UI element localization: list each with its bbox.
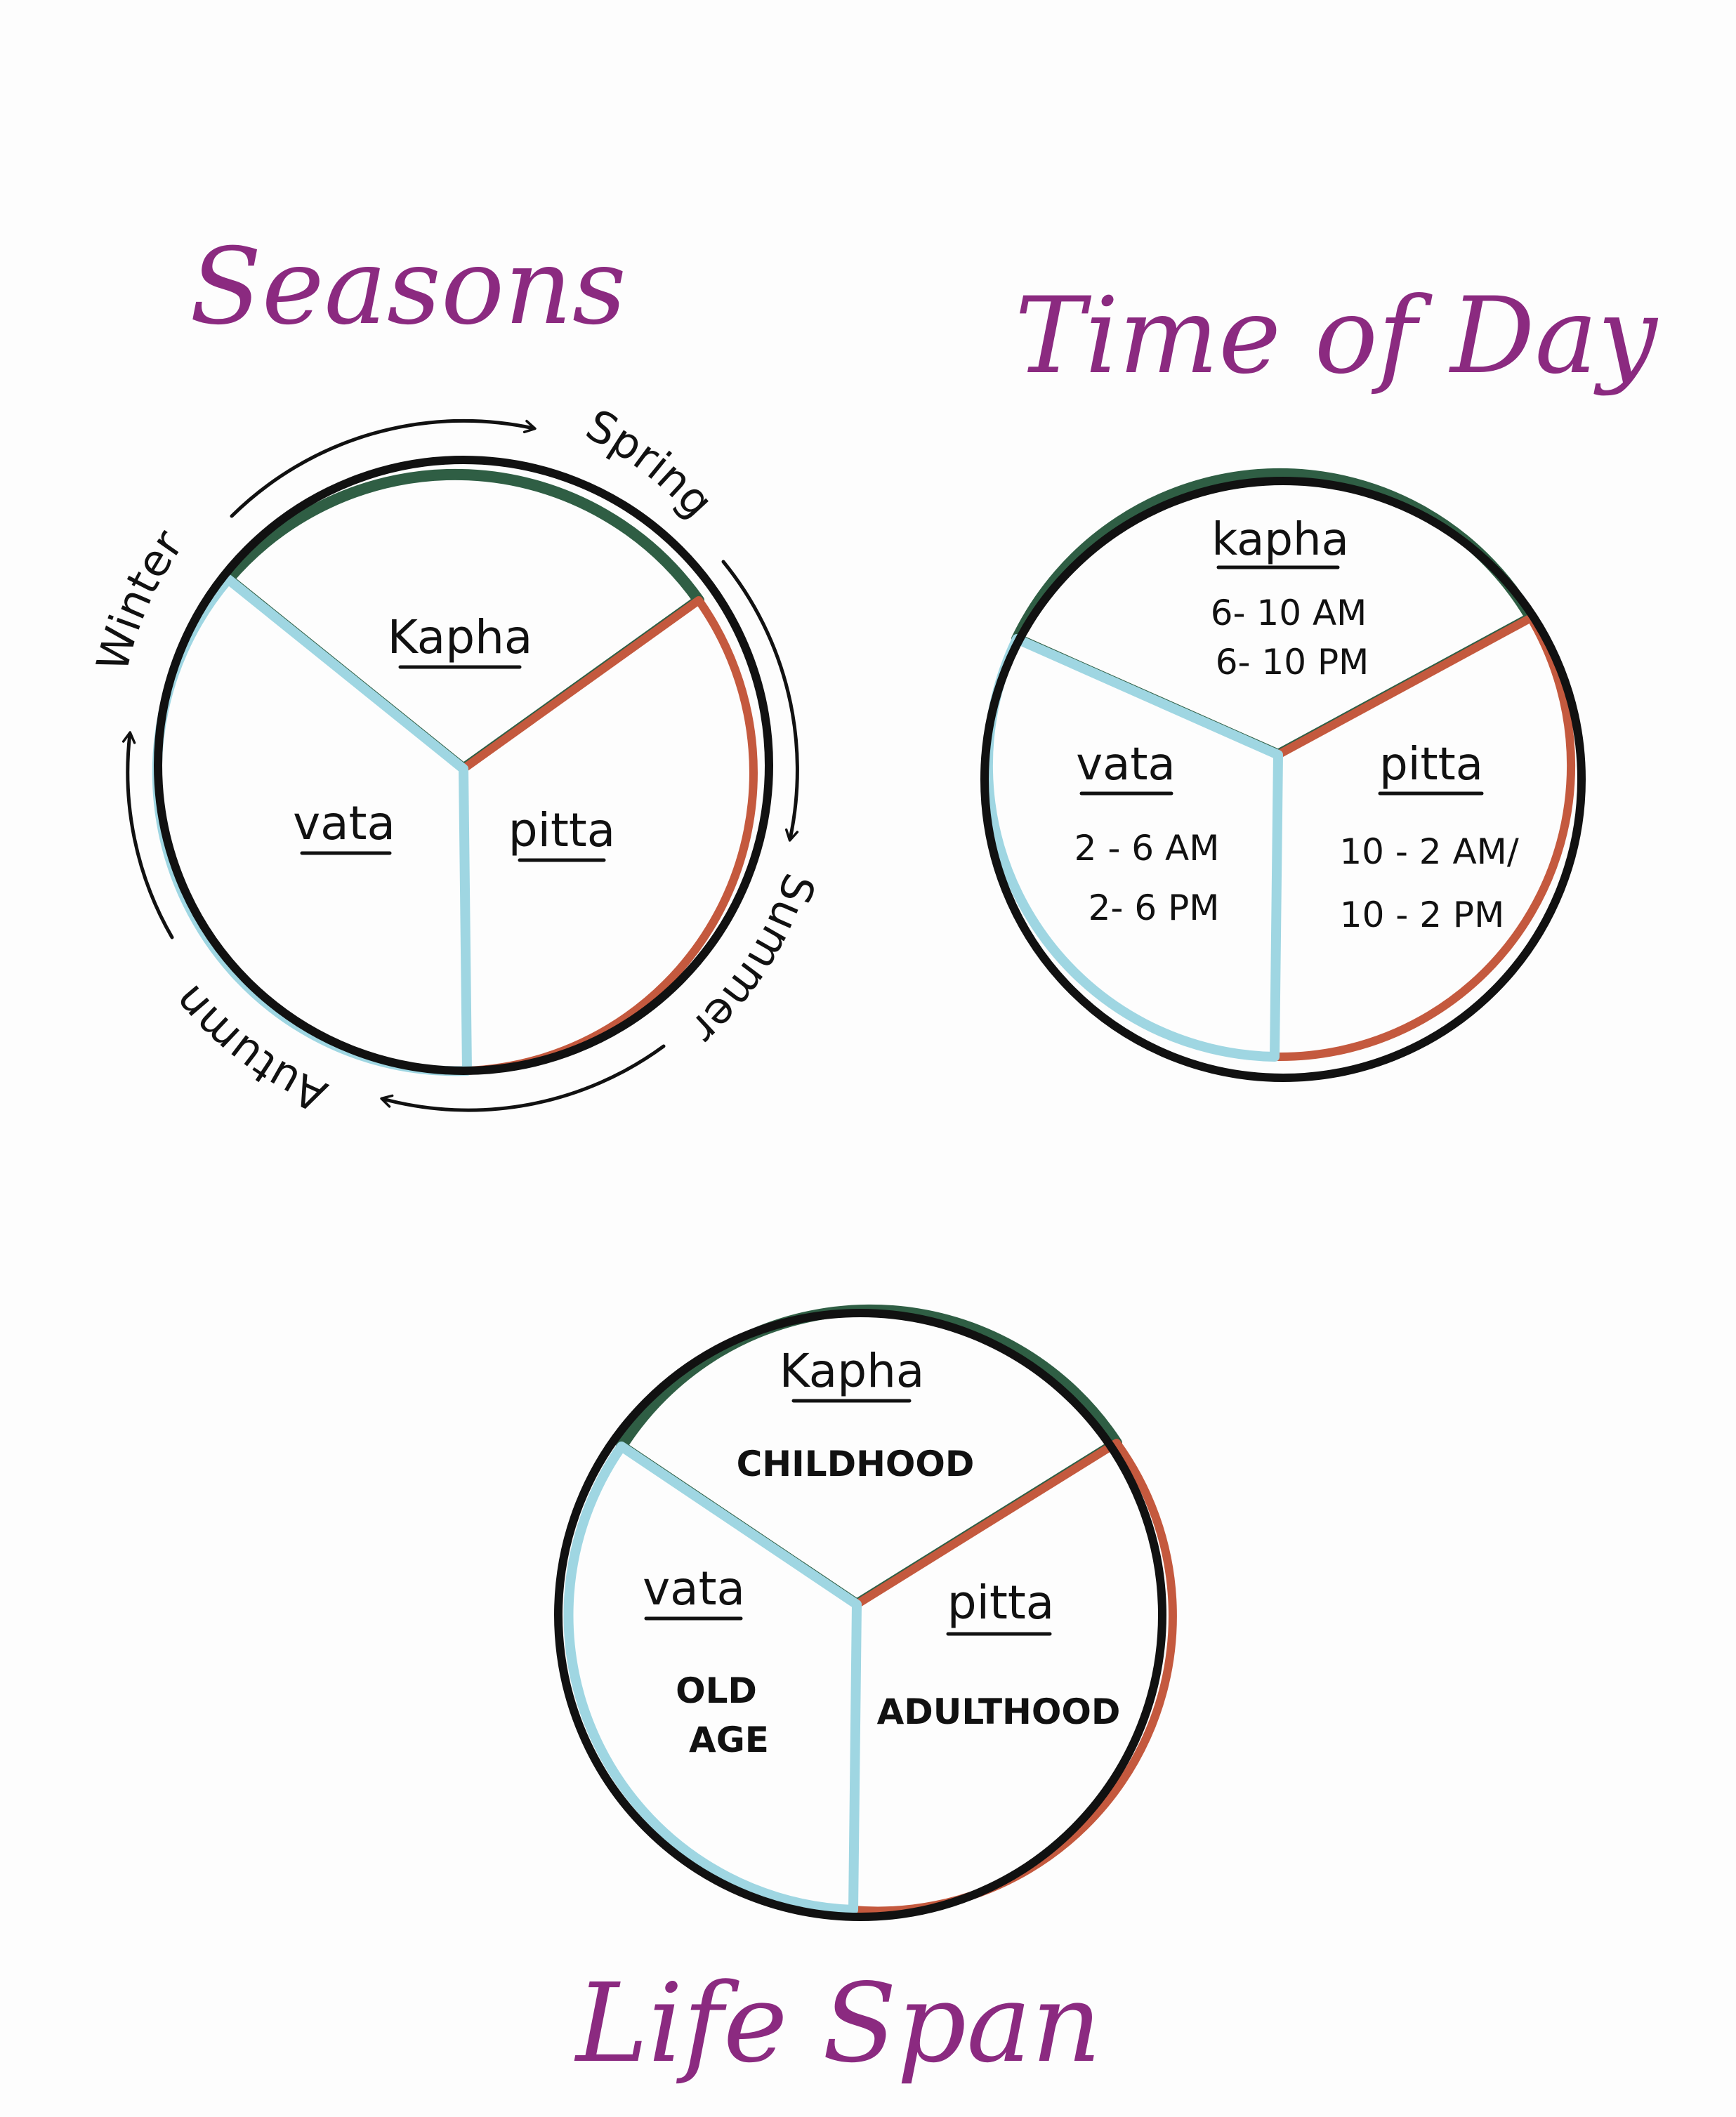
time-kapha-line-1: 6- 10 AM [1211,593,1367,633]
time-of-day-wheel: kapha 6- 10 AM 6- 10 PM vata 2 - 6 AM 2-… [980,468,1586,1082]
seasons-kapha-sector [223,468,704,774]
seasons-pitta-label: pitta [508,803,615,857]
time-rim [980,477,1586,1082]
life-vata-stage-line-2: AGE [689,1720,769,1760]
time-pitta-sector [1270,614,1576,1062]
life-vata-label: vata [643,1562,745,1616]
life-vata-sector [563,1442,862,1915]
time-kapha-line-2: 6- 10 PM [1216,642,1369,682]
seasons-wheel: Kapha vata pitta Spring Winter Summer Au… [86,399,825,1122]
time-vata-line-1: 2 - 6 AM [1074,828,1220,869]
time-vata-line-2: 2- 6 PM [1089,888,1220,928]
seasons-kapha-label: Kapha [388,610,533,664]
time-kapha-label: kapha [1211,514,1349,566]
life-pitta-stage: ADULTHOOD [877,1691,1121,1732]
time-pitta-line-2: 10 - 2 PM [1340,895,1504,935]
time-pitta-line-1: 10 - 2 AM/ [1339,831,1519,872]
arrow-summer-to-autumn [380,1044,666,1112]
seasons-heading: Seasons [190,226,626,348]
life-pitta-label: pitta [947,1576,1054,1630]
life-span-heading: Life Span [574,1960,1102,2087]
time-pitta-label: pitta [1379,739,1483,791]
life-span-wheel: Kapha CHILDHOOD vata OLD AGE pitta ADULT… [554,1304,1177,1921]
arrow-spring-to-summer [721,560,799,842]
life-kapha-label: Kapha [780,1344,925,1398]
life-kapha-stage: CHILDHOOD [737,1444,975,1484]
seasons-rim [154,456,773,1075]
life-vata-stage-line-1: OLD [676,1670,757,1711]
time-of-day-heading: Time of Day [1015,275,1659,397]
seasons-vata-label: vata [293,796,395,850]
arrow-autumn-to-winter [121,731,174,939]
life-rim [554,1309,1166,1921]
arrow-winter-to-spring [230,418,537,518]
time-vata-label: vata [1076,739,1175,791]
